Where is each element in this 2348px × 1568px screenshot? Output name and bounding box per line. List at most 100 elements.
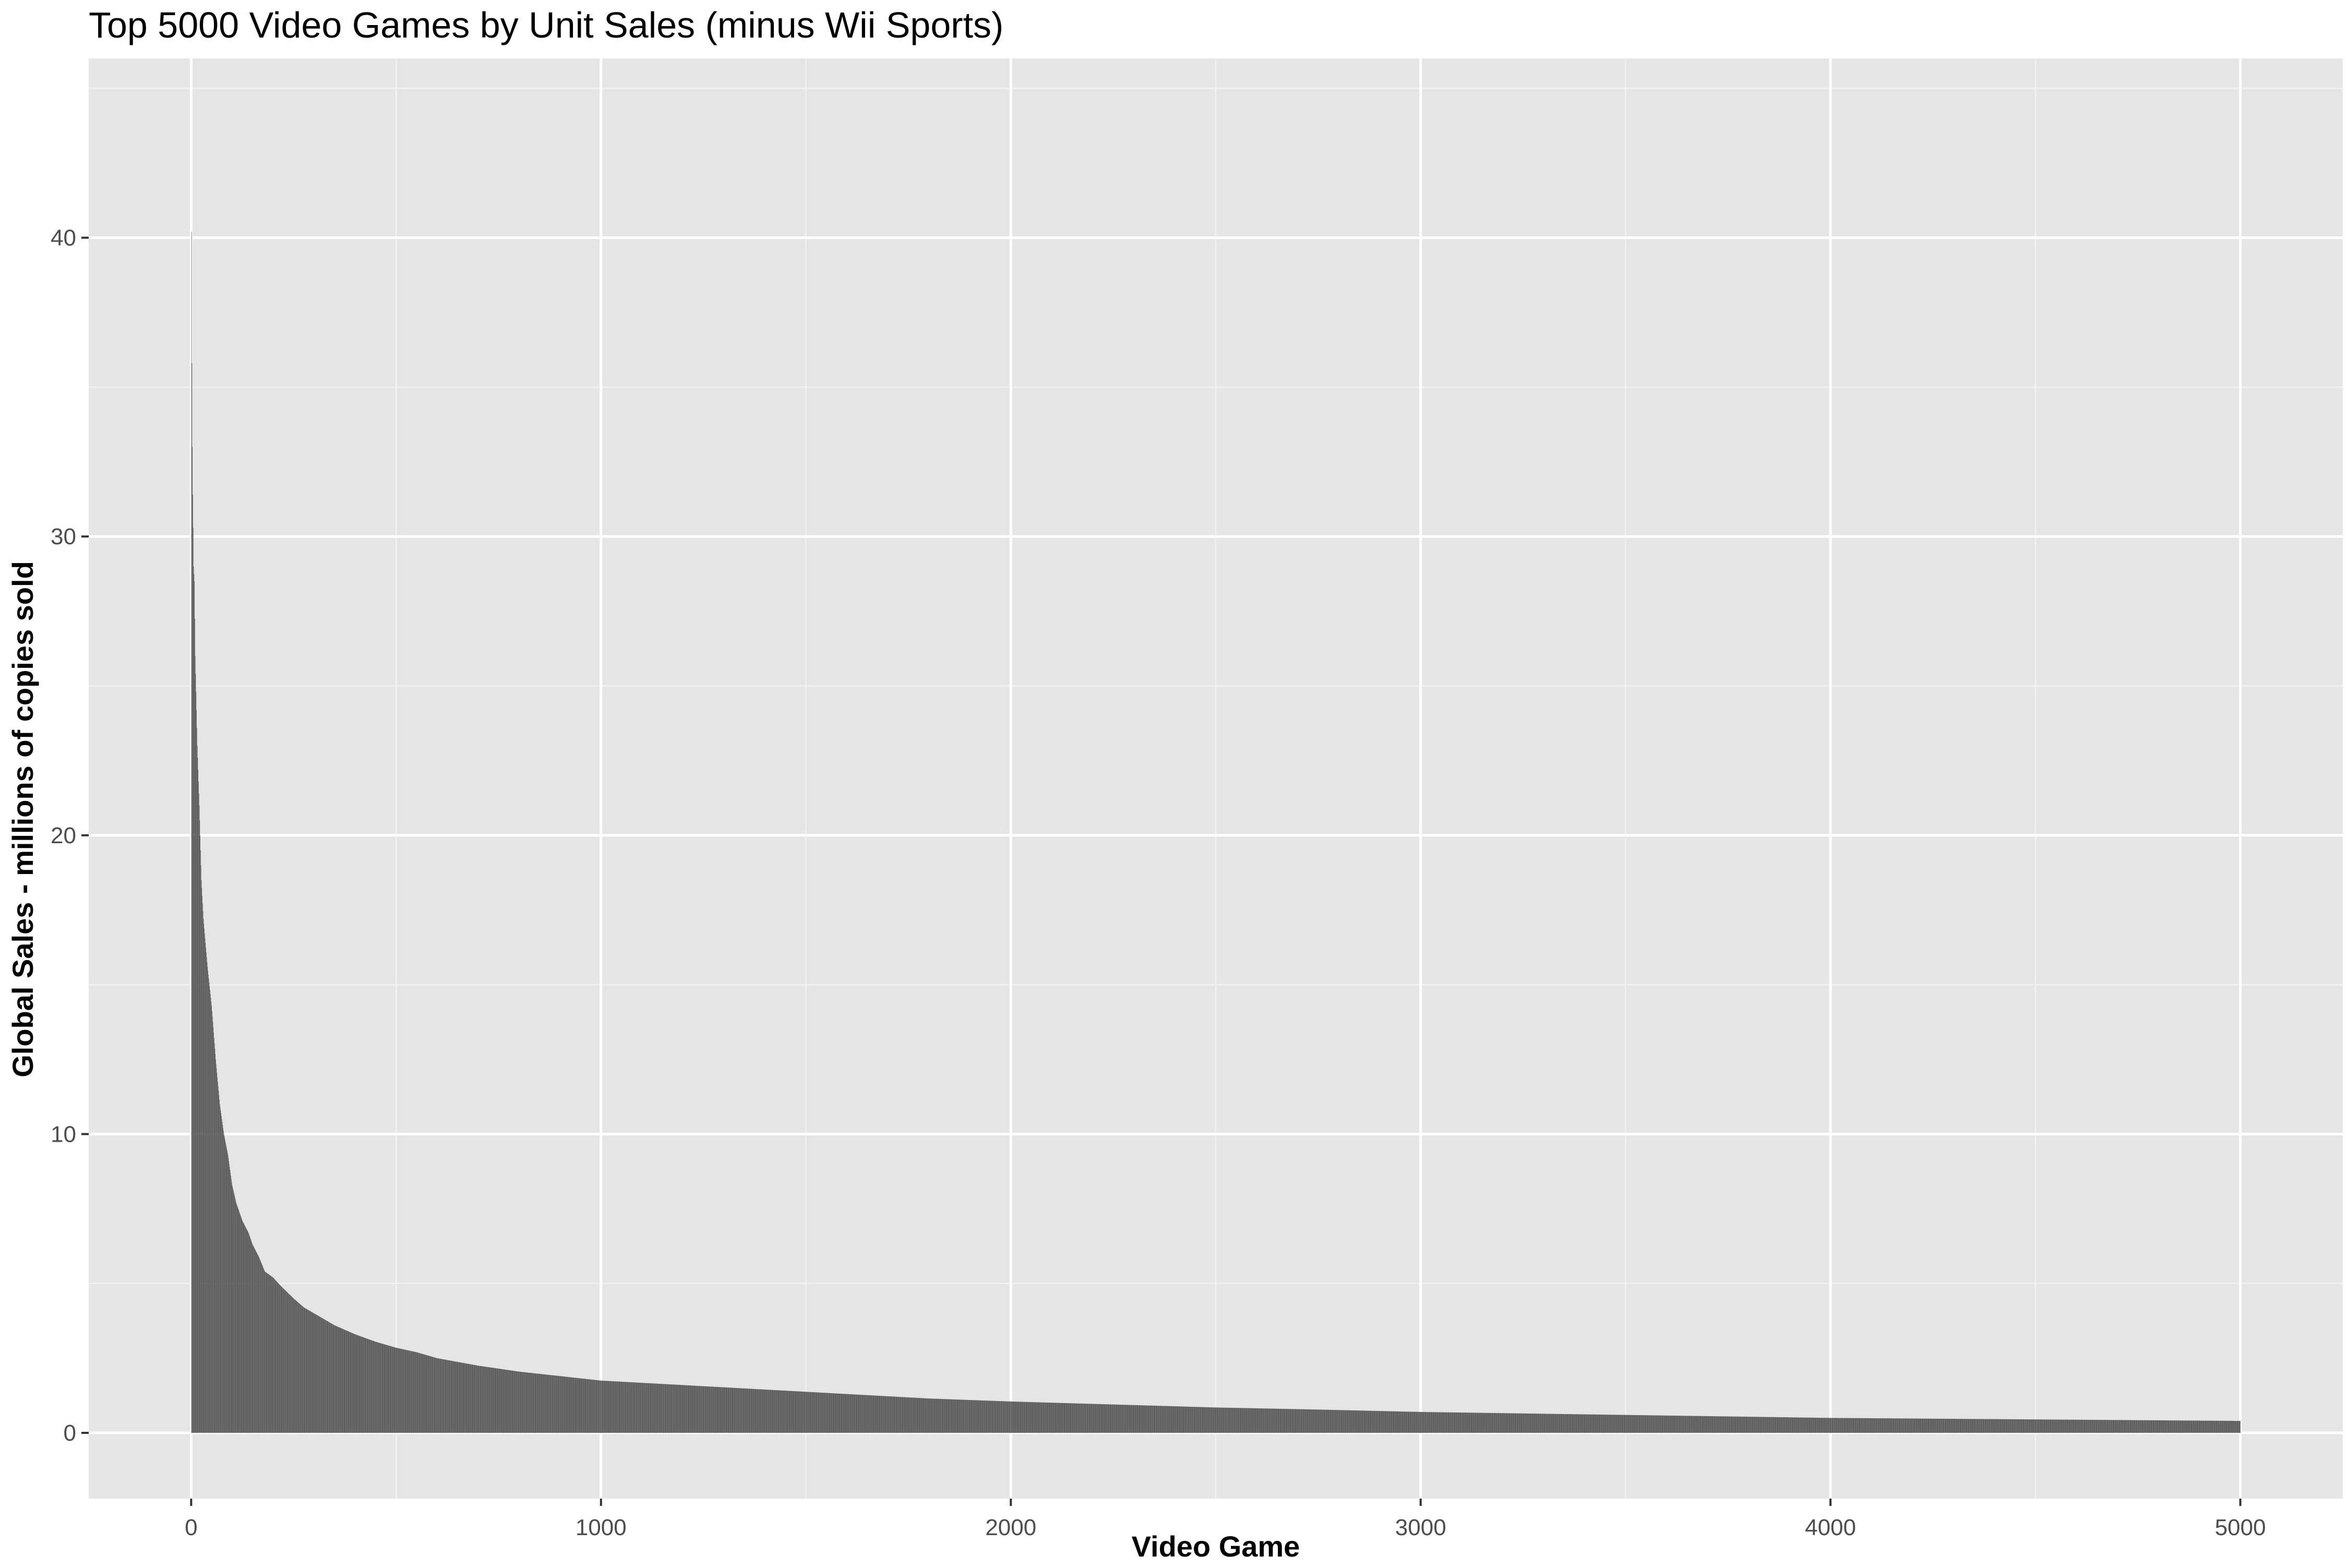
bar [1122,1405,1123,1433]
bar [261,1264,262,1433]
bar [1785,1417,1786,1433]
bar [1244,1408,1245,1433]
bar [1158,1406,1159,1433]
bar [1159,1406,1160,1433]
bar [1147,1406,1148,1433]
bar [1589,1415,1590,1433]
bar [1952,1419,1953,1433]
bar [1119,1405,1120,1433]
bar [667,1384,668,1433]
bar [791,1391,792,1433]
bar [582,1379,583,1433]
bar [1553,1414,1554,1433]
bar [814,1392,815,1433]
bar [612,1381,613,1433]
bar [358,1336,359,1433]
bar [1599,1415,1600,1433]
bar [1291,1409,1292,1433]
bar [1588,1415,1589,1433]
bar [2166,1420,2167,1433]
bar [1938,1419,1939,1433]
bar [1411,1412,1412,1433]
bar [991,1401,992,1433]
bar [416,1352,417,1433]
bar [843,1394,844,1433]
bar [1571,1414,1572,1433]
bar [2105,1420,2106,1433]
bar [678,1385,679,1433]
bar [781,1391,782,1433]
bar [1526,1414,1527,1433]
bar [2061,1420,2062,1433]
bar [551,1375,552,1433]
bar [566,1377,567,1433]
bar [1029,1402,1030,1433]
bar [1095,1404,1096,1433]
bar [1969,1419,1970,1433]
bar [1024,1402,1025,1433]
bar [1617,1415,1618,1433]
bar [1371,1411,1372,1433]
bar [2108,1420,2109,1433]
bar [885,1396,886,1433]
bar [770,1390,771,1433]
bar [696,1386,697,1433]
bar [1733,1417,1734,1433]
bar [1718,1416,1719,1433]
bar [637,1383,638,1433]
bar [622,1382,623,1433]
bar [374,1342,375,1433]
bar [1060,1403,1061,1433]
bar [1731,1417,1732,1433]
bar [1957,1419,1958,1433]
bar [757,1389,758,1433]
bar [2091,1420,2092,1433]
bar [560,1376,561,1433]
bar [1651,1415,1652,1433]
bar [285,1291,286,1433]
bar [1987,1419,1988,1433]
bar [2150,1420,2151,1433]
bar [805,1392,806,1433]
bar [247,1230,248,1433]
bar [842,1394,843,1433]
bar [868,1395,869,1433]
bar [1153,1406,1154,1433]
bar [1152,1406,1153,1433]
bar [2002,1419,2003,1433]
bar [1955,1419,1956,1433]
bar [330,1323,331,1433]
bar [1141,1405,1142,1433]
bar [1118,1405,1119,1433]
bar [1891,1418,1892,1433]
bar [942,1399,943,1433]
bar [1896,1418,1897,1433]
bar [1541,1414,1542,1433]
bar [1753,1417,1754,1433]
bar [1857,1418,1858,1433]
bar [1016,1402,1017,1433]
bar [862,1395,863,1433]
bar [392,1347,393,1433]
bar [2174,1420,2175,1433]
bar [499,1369,500,1433]
bar [1778,1417,1779,1433]
bar [495,1368,496,1433]
bar [432,1357,433,1433]
bar [994,1401,995,1433]
bar [671,1384,672,1433]
bar [1385,1411,1386,1433]
bar [1883,1418,1884,1433]
bar [228,1158,229,1433]
bar [760,1390,761,1433]
bar [591,1380,592,1433]
bar [1344,1410,1345,1433]
bar [2216,1421,2217,1433]
bar [646,1383,647,1433]
bar [1316,1409,1317,1433]
bar [345,1330,346,1433]
bar [498,1369,499,1433]
bar [1731,1417,1732,1433]
bar [535,1373,536,1433]
bar [1544,1414,1545,1433]
